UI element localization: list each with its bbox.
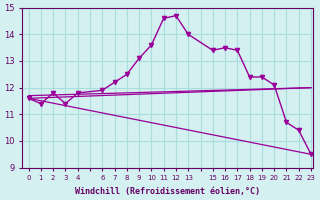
- X-axis label: Windchill (Refroidissement éolien,°C): Windchill (Refroidissement éolien,°C): [76, 187, 260, 196]
